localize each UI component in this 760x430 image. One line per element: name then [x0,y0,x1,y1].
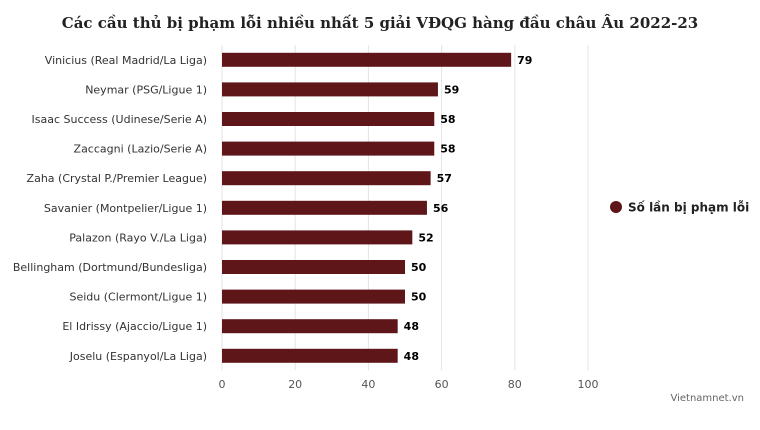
x-tick-label: 80 [508,378,522,391]
value-label: 56 [433,202,449,215]
value-label: 58 [440,143,455,156]
x-tick-label: 0 [219,378,226,391]
bar [222,230,413,245]
source: Vietnamnet.vn [670,393,744,404]
y-tick-label: Vinicius (Real Madrid/La Liga) [45,54,207,67]
bar [222,348,398,363]
y-tick-label: Joselu (Espanyol/La Liga) [69,350,207,363]
value-label: 48 [404,350,419,363]
x-tick-label: 20 [288,378,302,391]
bar [222,171,431,186]
y-tick-label: Isaac Success (Udinese/Serie A) [31,113,207,126]
value-label: 58 [440,113,455,126]
value-label: 52 [418,231,433,244]
y-tick-label: Savanier (Montpelier/Ligue 1) [44,202,207,215]
bar [222,289,405,304]
chart-title: Các cầu thủ bị phạm lỗi nhiều nhất 5 giả… [62,14,698,32]
bar [222,52,512,67]
value-label: 57 [437,172,452,185]
value-label: 50 [411,261,427,274]
bar [222,200,427,215]
legend-marker [610,201,622,213]
y-tick-label: Palazon (Rayo V./La Liga) [69,231,207,244]
x-tick-label: 100 [578,378,599,391]
y-tick-label: Seidu (Clermont/Ligue 1) [69,291,207,304]
x-tick-label: 40 [361,378,375,391]
value-label: 59 [444,83,459,96]
value-label: 50 [411,291,427,304]
value-label: 48 [404,320,419,333]
bar [222,141,435,156]
y-tick-label: Bellingham (Dortmund/Bundesliga) [13,261,207,274]
x-tick-label: 60 [435,378,449,391]
y-tick-label: Zaccagni (Lazio/Serie A) [74,143,207,156]
legend-label: Số lần bị phạm lỗi [628,201,749,215]
bar [222,319,398,334]
y-tick-label: El Idrissy (Ajaccio/Ligue 1) [62,320,207,333]
y-tick-label: Zaha (Crystal P./Premier League) [27,172,207,185]
bar [222,112,435,126]
bar [222,260,405,274]
value-label: 79 [517,54,532,67]
bar [222,82,438,97]
y-tick-label: Neymar (PSG/Ligue 1) [85,83,207,96]
